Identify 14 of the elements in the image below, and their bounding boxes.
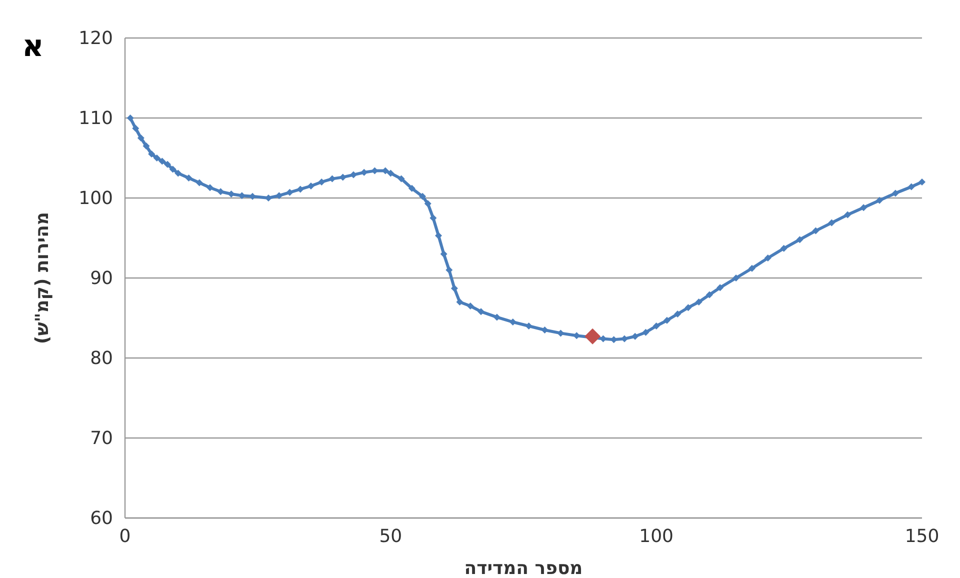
y-tick-label: 80 [90, 348, 113, 369]
y-axis-title: מהירות (קמ"ש) [32, 212, 53, 344]
y-tick-label: 90 [90, 268, 113, 289]
y-tick-label: 60 [90, 508, 113, 529]
x-tick-label: 50 [379, 526, 402, 547]
x-tick-label: 100 [639, 526, 674, 547]
y-tick-label: 120 [78, 28, 113, 49]
x-axis-title: מספר המדידה [464, 558, 583, 578]
text: א [22, 29, 44, 64]
y-tick-label: 70 [90, 428, 113, 449]
y-tick-label: 110 [78, 108, 113, 129]
y-tick-label: 100 [78, 188, 113, 209]
x-tick-label: 150 [904, 526, 940, 547]
x-tick-label: 0 [119, 526, 131, 547]
